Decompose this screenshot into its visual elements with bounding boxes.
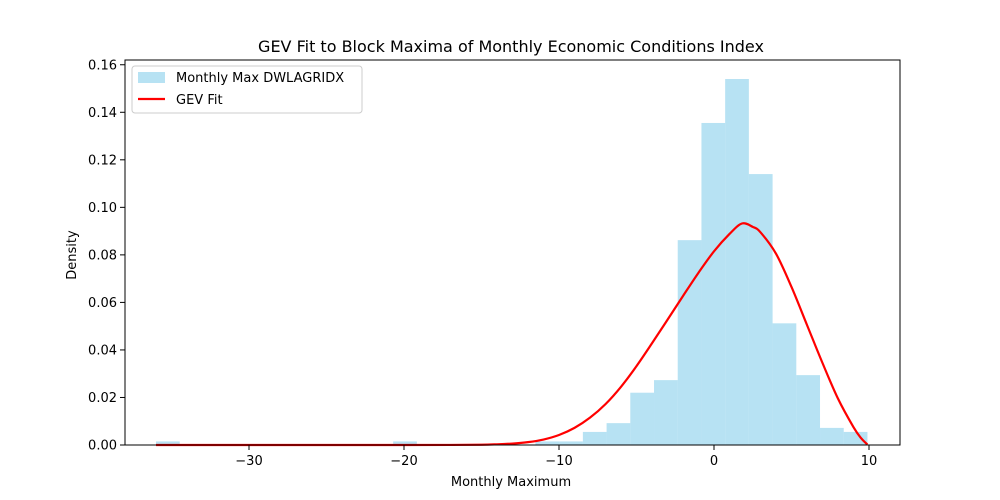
x-tick-label: 10 [861,454,878,469]
histogram-bar-21 [654,380,678,445]
histogram-bar-29 [843,431,868,445]
histogram-bar-19 [606,423,631,445]
histogram-bar-28 [820,427,844,445]
histogram-bars [156,79,868,446]
histogram-bar-16 [535,441,560,445]
histogram-bar-22 [677,240,702,445]
y-tick-label: 0.08 [88,248,117,263]
y-axis-label: Density [65,230,80,280]
histogram-bar-20 [630,392,655,445]
x-axis-ticks: −30 −20 −10 0 10 [235,445,877,469]
histogram-bar-18 [582,431,607,445]
x-tick-label: −10 [545,454,572,469]
plot-area: −30 −20 −10 0 10 0.00 0.02 0.04 0.06 0.08 0.10 0.1… [88,58,901,469]
chart-title: GEV Fit to Block Maxima of Monthly Econo… [258,37,764,56]
y-tick-label: 0.14 [88,106,117,121]
y-tick-label: 0.04 [88,343,117,358]
y-tick-label: 0.06 [88,296,117,311]
x-axis-label: Monthly Maximum [451,475,571,490]
y-tick-label: 0.12 [88,153,117,168]
legend-histogram-swatch [138,72,165,83]
histogram-bar-26 [772,323,797,445]
y-tick-label: 0.10 [88,201,117,216]
histogram-bar-24 [725,79,749,446]
axes-frame [124,59,901,446]
x-tick-label: −20 [390,454,417,469]
y-tick-label: 0.02 [88,391,117,406]
y-axis-ticks: 0.00 0.02 0.04 0.06 0.08 0.10 0.12 0.14 0.16 [88,58,125,454]
x-tick-label: 0 [710,454,718,469]
histogram-bar-10 [393,441,417,445]
histogram-bar-25 [748,174,773,445]
y-tick-label: 0.16 [88,58,117,73]
histogram-bar-0 [156,441,180,445]
histogram-bar-23 [701,122,726,445]
legend-histogram-label: Monthly Max DWLAGRIDX [176,71,344,86]
histogram-bar-27 [796,375,821,445]
legend-frame [131,65,363,114]
legend-gev-label: GEV Fit [176,93,223,108]
histogram-bar-17 [559,441,583,445]
x-tick-label: −30 [235,454,262,469]
y-tick-label: 0.00 [88,439,117,454]
legend: Monthly Max DWLAGRIDX GEV Fit [131,65,363,114]
